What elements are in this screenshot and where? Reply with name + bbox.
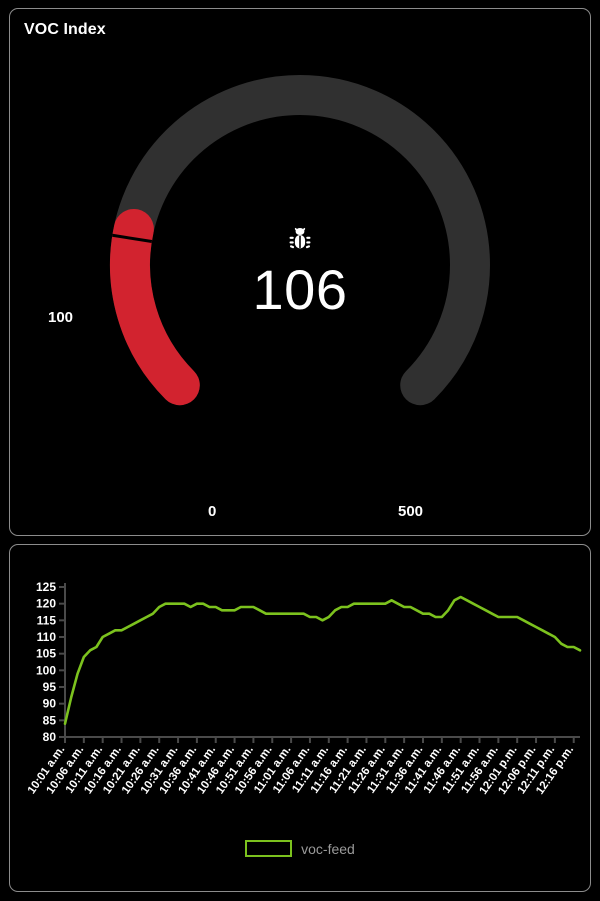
gauge-threshold-tick (112, 233, 153, 244)
gauge-widget[interactable]: 106 0 500 100 (10, 9, 590, 535)
y-axis-tick-label: 115 (37, 613, 57, 627)
gauge-svg (110, 75, 490, 406)
y-axis-tick-label: 105 (36, 647, 56, 661)
y-axis-tick-label: 110 (37, 630, 57, 644)
y-axis-tick-label: 95 (43, 680, 57, 694)
y-axis-tick-label: 100 (36, 663, 56, 677)
gauge-min-label: 0 (208, 503, 217, 520)
gauge-threshold-label: 100 (48, 309, 74, 326)
y-axis-tick-label: 90 (43, 697, 57, 711)
line-chart[interactable]: 80 85 90 95 100 105 110 115 120 125 10:01 a.m. 10:0… (10, 545, 590, 891)
y-axis-tick-label: 80 (43, 730, 57, 744)
gauge-progress-arc (110, 208, 200, 406)
gauge-track (110, 75, 490, 406)
chart-series-line (63, 595, 582, 725)
y-axis-tick-label: 85 (43, 713, 57, 727)
legend-label-voc-feed: voc-feed (301, 840, 355, 857)
voc-index-gauge-panel: VOC Index (9, 8, 591, 536)
chart-legend[interactable]: voc-feed (10, 840, 590, 857)
gauge-max-label: 500 (398, 503, 424, 520)
y-axis-tick-label: 120 (36, 597, 56, 611)
page-title: VOC Index (24, 21, 106, 38)
voc-feed-chart-panel: 80 85 90 95 100 105 110 115 120 125 10:01 a.m. 10:0… (9, 544, 591, 892)
y-axis-tick-label: 125 (36, 580, 56, 594)
legend-swatch-voc-feed (245, 840, 293, 857)
